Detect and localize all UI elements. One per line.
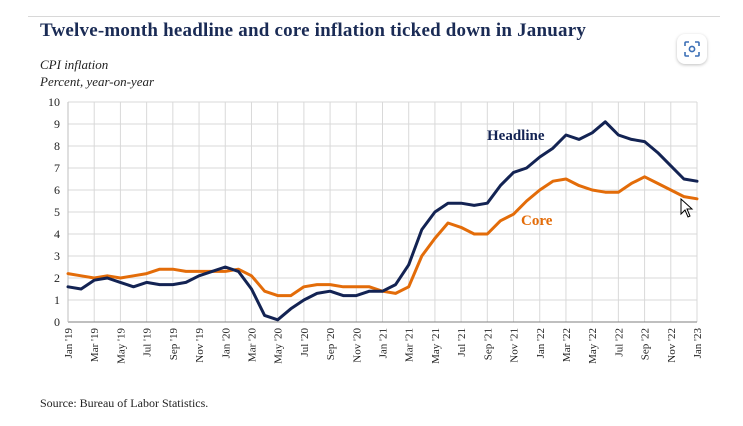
x-tick-label: Jan '19 [63,328,75,359]
y-axis-unit-label: Percent, year-on-year [40,74,155,89]
x-tick-label: Sep '20 [325,328,337,361]
x-tick-label: Jul '21 [456,328,468,357]
x-tick-label: Nov '19 [194,328,206,363]
headline-series-line [66,120,699,322]
x-tick-label: Jan '22 [535,328,547,358]
series-lines [66,120,699,322]
image-search-button[interactable] [677,34,707,64]
x-tick-label: Jul '22 [613,328,625,357]
x-tick-label: Jan '23 [692,328,704,359]
x-tick-label: Nov '21 [509,328,521,363]
x-tick-label: Mar '19 [89,328,101,363]
gridlines [67,101,698,323]
chart-title: Twelve-month headline and core inflation… [40,20,587,41]
x-tick-label: Mar '22 [561,328,573,362]
axes: 0 1 2 3 4 5 6 7 8 9 10 Jan '19 Mar '19 May '19 Jul '19… [48,95,704,364]
y-tick-label: 10 [48,95,60,109]
x-tick-label: May '19 [115,328,127,364]
x-tick-label: Sep '21 [482,328,494,360]
y-tick-label: 6 [54,183,60,197]
y-tick-label: 7 [54,161,60,175]
headline-series-label: Headline [487,128,545,144]
x-tick-label: May '20 [273,328,285,364]
y-tick-label: 0 [54,315,60,329]
source-note: Source: Bureau of Labor Statistics. [40,396,209,410]
x-tick-label: Nov '22 [666,328,678,363]
x-tick-label: Sep '19 [168,328,180,361]
x-tick-label: May '21 [430,328,442,364]
y-tick-label: 9 [54,117,60,131]
core-series-label: Core [521,213,553,229]
x-tick-label: Mar '20 [246,328,258,363]
chart-panel [28,16,720,417]
x-tick-label: Nov '20 [351,328,363,363]
x-tick-label: Sep '22 [640,328,652,360]
y-tick-label: 1 [54,293,60,307]
series-labels: Headline Core [487,128,553,229]
y-tick-label: 8 [54,139,60,153]
y-tick-label: 5 [54,205,60,219]
y-tick-label: 2 [54,271,60,285]
x-tick-label: Jul '20 [299,328,311,357]
x-tick-label: Jul '19 [142,328,154,357]
x-tick-label: May '22 [587,328,599,364]
image-search-icon [684,41,700,57]
chart-subtitle: CPI inflation [40,57,109,72]
mouse-pointer-icon [680,198,694,218]
x-tick-label: Jan '21 [378,328,390,358]
y-tick-label: 3 [54,249,60,263]
x-tick-label: Mar '21 [404,328,416,362]
x-tick-label: Jan '20 [220,328,232,359]
y-tick-label: 4 [54,227,60,241]
